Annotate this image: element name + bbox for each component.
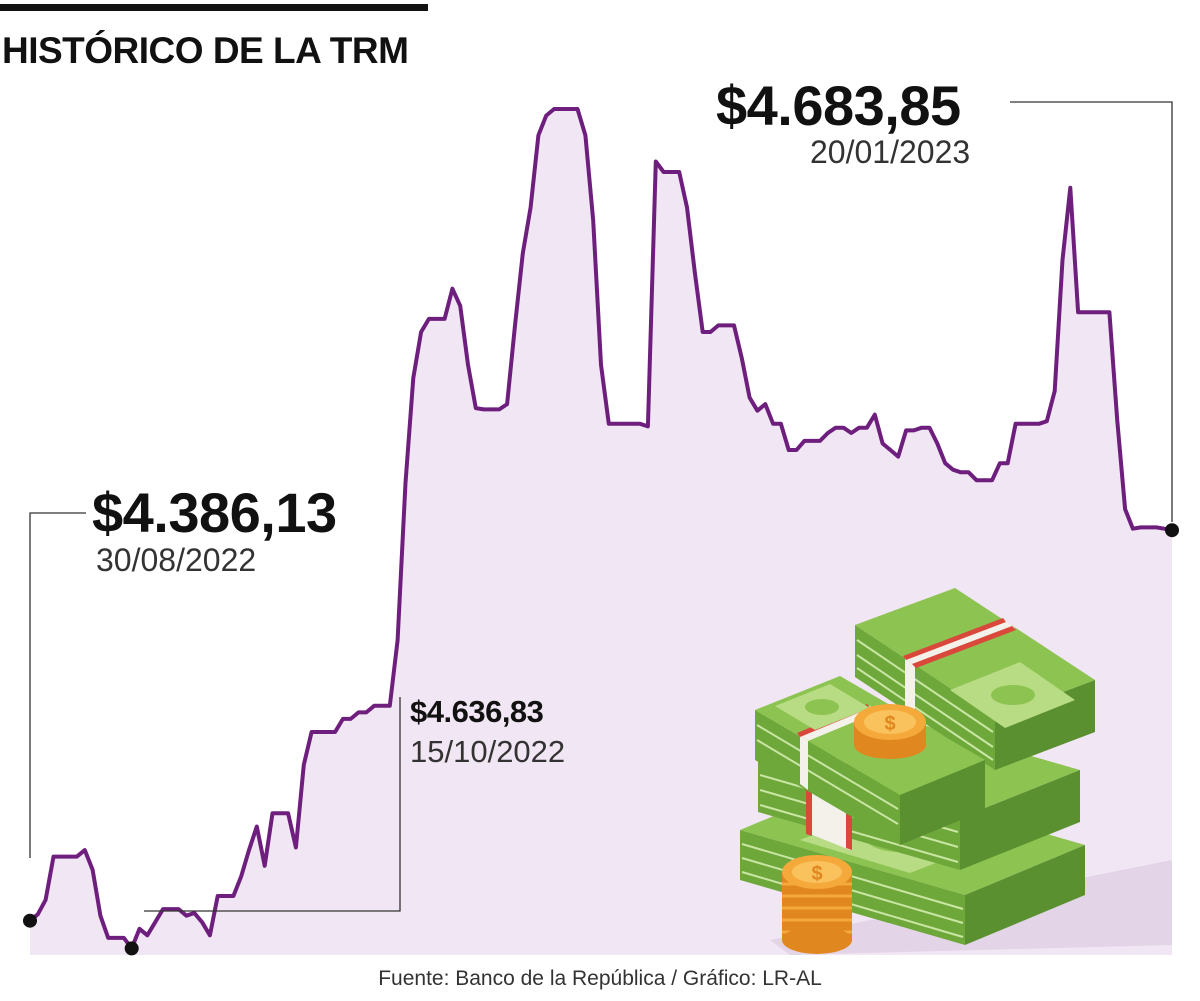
annotation-end-value: $4.683,85 xyxy=(716,74,961,137)
source-note: Fuente: Banco de la República / Gráfico:… xyxy=(378,967,822,990)
trm-series-line xyxy=(28,107,1173,951)
leader-line-start xyxy=(29,512,86,858)
highlight-point-1 xyxy=(23,913,37,928)
leader-line-end xyxy=(1010,101,1173,522)
annotation-end-date: 20/01/2023 xyxy=(810,134,971,170)
annotation-start-value: $4.386,13 xyxy=(92,481,337,544)
title-rule xyxy=(0,4,428,11)
trm-line-layer xyxy=(28,107,1173,951)
highlight-point-3 xyxy=(1165,523,1179,538)
svg-text:$: $ xyxy=(884,713,895,735)
chart-title: HISTÓRICO DE LA TRM xyxy=(2,30,409,71)
annotation-min-date: 15/10/2022 xyxy=(410,734,566,769)
highlight-markers xyxy=(23,523,1179,956)
svg-text:$: $ xyxy=(811,863,822,885)
leader-line-min xyxy=(144,697,401,912)
annotation-start-date: 30/08/2022 xyxy=(96,542,257,578)
money-stacks-and-coins-icon: $ $ xyxy=(740,588,1172,955)
leader-lines xyxy=(29,101,1173,912)
highlight-point-2 xyxy=(124,941,139,956)
annotation-min-value: $4.636,83 xyxy=(410,694,544,729)
